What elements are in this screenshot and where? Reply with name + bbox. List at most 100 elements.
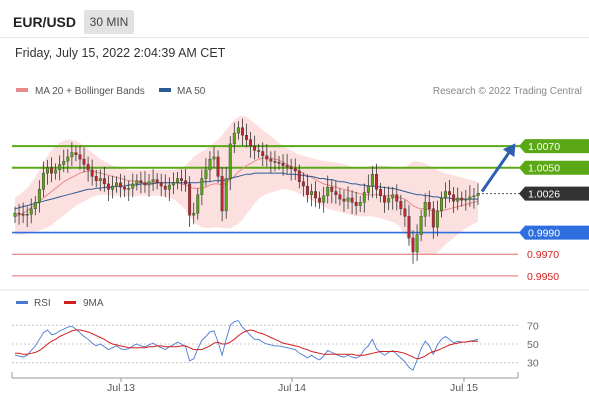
rsi-legend-label: RSI — [34, 298, 51, 309]
level-tag-text: 0.9950 — [527, 271, 559, 283]
candle-body — [90, 169, 94, 177]
candle-body — [70, 152, 74, 158]
candle-body — [171, 182, 175, 186]
candle — [50, 157, 54, 183]
candle — [111, 175, 114, 199]
candle — [212, 146, 216, 169]
candle — [297, 164, 301, 189]
x-tick-label: Jul 15 — [450, 382, 478, 394]
candle-body — [403, 208, 407, 217]
candle — [66, 149, 70, 173]
candle — [17, 204, 21, 225]
candle-body — [208, 158, 212, 171]
candle — [184, 169, 188, 192]
timeframe-badge[interactable]: 30 MIN — [84, 10, 134, 34]
candle — [90, 159, 94, 186]
candle — [200, 169, 204, 206]
candle-body — [228, 143, 232, 179]
candle-body — [82, 158, 86, 165]
rsi-plot: 70 50 30 — [12, 320, 539, 371]
level-tag-text: 0.9970 — [527, 249, 559, 261]
candle-body — [123, 186, 127, 190]
candle-body — [184, 180, 188, 185]
candle — [46, 159, 49, 185]
candle-body — [277, 162, 281, 164]
candle — [159, 173, 163, 197]
candle-body — [407, 216, 411, 239]
candle-body — [322, 195, 326, 203]
candle — [224, 166, 228, 219]
candle — [115, 176, 118, 193]
candle — [106, 176, 110, 202]
candle — [58, 155, 62, 181]
candle-body — [159, 182, 163, 187]
candle — [395, 184, 399, 211]
ma50-legend-label: MA 50 — [177, 86, 206, 97]
candle — [383, 186, 387, 213]
rsi-tick-label: 30 — [527, 358, 539, 370]
x-axis: Jul 13 Jul 14 Jul 15 — [11, 372, 519, 394]
candle-body — [354, 202, 358, 206]
candle-body — [314, 191, 318, 199]
level-tag-0.9990: 0.9990 — [519, 225, 589, 240]
candle — [285, 153, 289, 175]
candle-body — [297, 170, 301, 182]
candle-body — [245, 135, 248, 140]
candle-body — [431, 208, 435, 228]
candle-body — [456, 197, 460, 202]
candle-body — [265, 155, 269, 160]
candle — [468, 185, 472, 207]
candle — [37, 180, 41, 213]
candle-body — [415, 234, 419, 253]
candle — [427, 190, 431, 217]
candle-body — [310, 191, 313, 195]
candle — [143, 171, 147, 193]
candle-body — [366, 185, 370, 193]
candle-body — [350, 197, 354, 203]
candle-body — [391, 194, 395, 199]
level-tag-1.0050: 1.0050 — [519, 160, 589, 175]
candle — [236, 121, 240, 140]
candle — [350, 190, 354, 214]
candle-body — [46, 167, 49, 174]
candle — [13, 206, 17, 223]
candle-body — [448, 191, 452, 195]
candle — [448, 179, 452, 203]
candle-body — [131, 183, 135, 189]
candle — [171, 172, 175, 195]
candle-body — [318, 197, 322, 203]
candle — [281, 154, 285, 176]
candle — [387, 186, 391, 211]
candle-body — [155, 179, 159, 184]
candle — [403, 199, 407, 227]
level-tag-text: 1.0070 — [528, 141, 560, 153]
forecast-arrow-head — [502, 143, 516, 158]
candle-body — [261, 151, 265, 157]
candle — [472, 188, 476, 209]
candle — [127, 180, 131, 202]
candle — [338, 188, 342, 206]
candle — [431, 201, 435, 239]
level-tag-box — [519, 139, 589, 154]
price-level-labels: 1.0070 1.0050 1.0026 0.9990 0.9970 0.9950 — [519, 139, 589, 283]
level-tag-box — [519, 160, 589, 175]
candle-body — [468, 196, 472, 200]
candle — [135, 174, 139, 191]
candle-body — [135, 180, 139, 185]
candle-body — [86, 164, 90, 171]
candle-body — [452, 194, 456, 202]
candle-body — [395, 194, 399, 202]
candle-body — [472, 195, 476, 198]
candle — [460, 191, 464, 207]
candle — [41, 161, 45, 198]
ma50-line — [14, 172, 478, 210]
candle — [399, 194, 403, 216]
candle-body — [111, 185, 114, 190]
candle-body — [200, 178, 204, 195]
candle-body — [338, 194, 342, 200]
candle — [29, 198, 33, 224]
x-tick-label: Jul 14 — [278, 382, 306, 394]
candle — [269, 151, 273, 173]
candle-body — [119, 182, 123, 188]
candle — [277, 155, 281, 170]
